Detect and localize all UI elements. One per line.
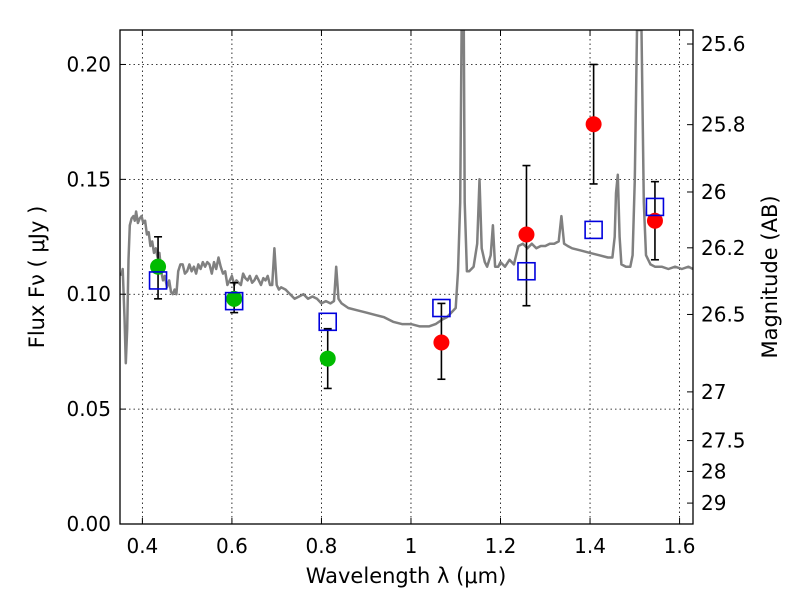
red-point (585, 116, 602, 133)
y-tick-label: 0.15 (66, 167, 111, 191)
x-tick-label: 1.4 (574, 534, 606, 558)
plot-area (120, 30, 693, 390)
model-point (432, 298, 451, 318)
model-point (517, 261, 536, 281)
spectrum-line (120, 30, 693, 365)
x-tick-label: 0.4 (126, 534, 158, 558)
green-point (150, 258, 167, 275)
y-tick-label: 0.20 (66, 52, 111, 76)
model-point (318, 312, 338, 332)
y2-tick-label: 26 (701, 180, 726, 204)
x-tick-label: 0.8 (306, 534, 338, 558)
y2-tick-label: 27 (701, 380, 726, 404)
y-tick-label: 0.10 (66, 282, 111, 306)
y2-tick-label: 28 (701, 459, 726, 483)
y2-tick-label: 26.5 (701, 302, 746, 326)
green-point (319, 350, 336, 367)
x-axis-label: Wavelength λ (μm) (306, 564, 507, 588)
y2-tick-label: 26.2 (701, 236, 746, 260)
x-tick-label: 1.6 (664, 534, 696, 558)
plot-frame (119, 29, 694, 525)
model-point (645, 197, 665, 217)
x-tick-label: 0.6 (216, 534, 248, 558)
y-axis-label: Flux Fν ( μJy ) (25, 206, 49, 349)
y2-tick-label: 25.6 (701, 32, 746, 56)
red-point (646, 212, 663, 229)
red-point (518, 226, 535, 243)
grid-lines (120, 30, 693, 525)
green-point (226, 290, 243, 307)
axis-ticks (120, 30, 693, 525)
model-point (584, 220, 603, 240)
red-point (433, 334, 450, 351)
y-tick-label: 0.00 (66, 512, 111, 536)
model-point (224, 291, 244, 311)
y2-axis-label: Magnitude (AB) (758, 195, 782, 358)
y2-tick-label: 25.8 (701, 113, 746, 137)
x-tick-label: 1 (405, 534, 418, 558)
tick-labels: 0.4 0.6 0.8 1 1.2 1.4 1.6 0.00 0.05 0.10 0.15 0.20 2… (66, 32, 745, 558)
x-tick-label: 1.2 (485, 534, 517, 558)
y2-tick-label: 29 (701, 491, 726, 515)
y2-tick-label: 27.5 (701, 429, 746, 453)
model-point (148, 271, 168, 290)
y-tick-label: 0.05 (66, 397, 111, 421)
